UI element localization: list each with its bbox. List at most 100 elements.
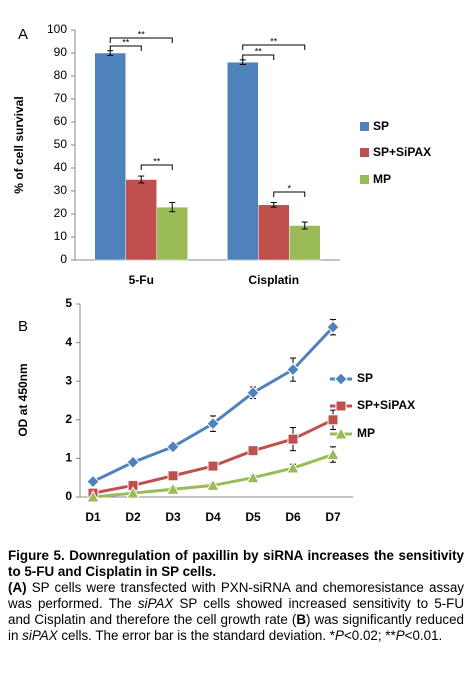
x-tick-label: D4: [205, 510, 221, 524]
legend-label: SP: [373, 119, 389, 133]
caption-run: P: [335, 628, 344, 643]
significance-bracket: [109, 37, 173, 43]
y-tick-label: 1: [65, 451, 72, 465]
y-tick-label: 10: [54, 229, 68, 243]
x-tick-label: D2: [125, 510, 141, 524]
significance-label: **: [270, 36, 278, 46]
y-tick-label: 4: [65, 335, 72, 349]
significance-bracket: [242, 54, 275, 60]
caption-run: P: [395, 628, 405, 643]
point: [126, 486, 140, 499]
x-tick-label: D7: [325, 510, 341, 524]
point: [246, 386, 260, 400]
y-tick-label: 30: [54, 183, 68, 197]
point: [207, 460, 219, 472]
panel-label: A: [18, 26, 28, 43]
y-axis-label: OD at 450nm: [16, 363, 30, 436]
caption-run: siPAX: [22, 628, 58, 643]
significance-bracket: [109, 45, 142, 51]
caption-run: <0.01.: [404, 628, 443, 643]
y-tick-label: 5: [65, 296, 72, 310]
x-tick-label: 5-Fu: [129, 273, 154, 287]
bar: [258, 204, 290, 261]
y-tick-label: 3: [65, 373, 72, 387]
x-tick-label: Cisplatin: [248, 273, 299, 287]
x-tick-label: D1: [85, 510, 101, 524]
error-bar: [169, 202, 176, 213]
significance-label: **: [255, 46, 263, 56]
chart: A % of cell survival 0 10 20 30 40 50 60 70 80 90 10…: [12, 22, 431, 287]
caption-run: cells. The error bar is the standard dev…: [57, 628, 336, 643]
point: [326, 320, 340, 334]
point: [327, 414, 339, 426]
y-tick-label: 40: [54, 160, 68, 174]
point: [287, 433, 299, 445]
significance-label: **: [138, 29, 146, 39]
significance-bracket: [242, 44, 306, 50]
point: [286, 461, 300, 474]
point: [206, 416, 220, 431]
point: [334, 426, 348, 440]
y-tick-label: 70: [54, 91, 68, 105]
caption-title: Figure 5. Downregulation of paxillin by …: [8, 548, 464, 579]
caption-body: (A) SP cells were transfected with PXN-s…: [8, 580, 464, 644]
chart: B OD at 450nm 0 1 2 3 4 5 D1 D2 D3 D4 D5 D6 D7 SP SP+SiP…: [16, 296, 415, 524]
x-tick-label: D3: [165, 510, 181, 524]
point: [86, 489, 100, 503]
y-tick-label: 0: [65, 489, 72, 503]
y-tick-label: 20: [54, 206, 68, 220]
bar: [94, 52, 126, 261]
x-tick-label: D6: [285, 510, 301, 524]
caption-run: <0.02; **: [343, 628, 396, 643]
point: [334, 372, 348, 386]
point: [326, 447, 340, 461]
significance-label: **: [122, 37, 130, 47]
legend-label: MP: [357, 426, 375, 440]
significance-label: **: [153, 156, 161, 166]
point: [86, 474, 100, 489]
significance-bracket: [273, 191, 306, 197]
figure: A% of cell survival010203040506070809010…: [12, 22, 431, 524]
panel-label: B: [18, 318, 28, 335]
significance-label: *: [287, 183, 291, 193]
legend-swatch: [360, 122, 369, 131]
error-bar: [301, 221, 308, 230]
y-tick-label: 0: [60, 252, 67, 266]
x-tick-label: D5: [245, 510, 261, 524]
y-tick-label: 80: [54, 68, 68, 82]
error-bar: [270, 202, 277, 208]
caption-run: SP cells showed increased sensitivity to…: [8, 596, 464, 627]
point: [247, 445, 259, 457]
bar: [289, 225, 321, 261]
caption-run: SP cells were transfected with PXN-siRNA…: [8, 580, 464, 611]
point: [206, 478, 220, 491]
point: [167, 470, 179, 482]
point: [166, 440, 180, 454]
caption: Figure 5. Downregulation of paxillin by …: [8, 548, 464, 644]
point: [286, 362, 300, 377]
point: [166, 482, 180, 495]
point: [126, 455, 140, 469]
y-axis-label: % of cell survival: [12, 96, 26, 193]
bar: [125, 179, 157, 261]
legend-label: SP+SiPAX: [373, 145, 431, 159]
y-tick-label: 100: [47, 22, 67, 36]
legend-label: SP: [357, 371, 373, 385]
error-bar: [138, 175, 145, 184]
legend-label: SP+SiPAX: [357, 398, 415, 412]
caption-run: siPAX: [137, 596, 174, 611]
caption-run: B: [296, 612, 307, 627]
y-tick-label: 90: [54, 45, 68, 59]
y-tick-label: 50: [54, 137, 68, 151]
y-tick-label: 2: [65, 412, 72, 426]
caption-run: ) was significantly reduced in: [8, 612, 464, 643]
legend-swatch: [360, 148, 369, 157]
series-line: [92, 326, 335, 483]
legend-swatch: [360, 175, 369, 184]
significance-bracket: [140, 164, 173, 170]
bar: [227, 61, 259, 261]
legend-label: MP: [373, 172, 391, 186]
bar: [156, 206, 188, 261]
point: [246, 470, 260, 484]
